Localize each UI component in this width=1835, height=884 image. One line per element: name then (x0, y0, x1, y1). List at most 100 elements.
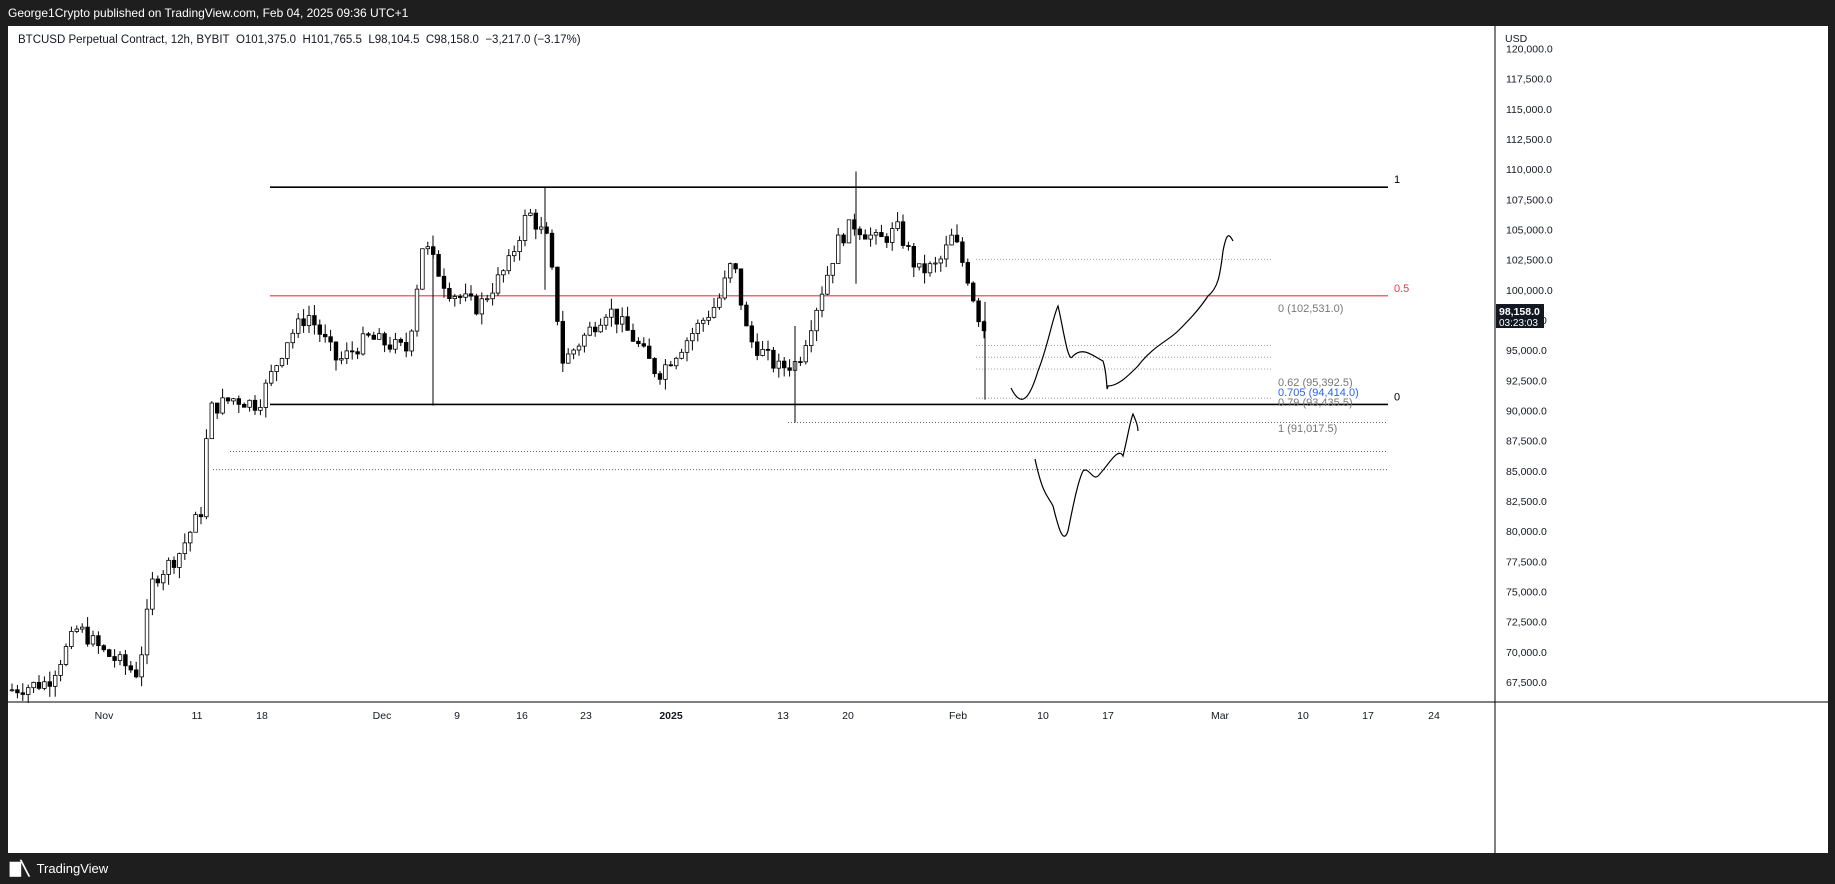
candle-body (25, 687, 31, 695)
legend-low: L98,104.5 (368, 34, 420, 46)
time-axis-tick: 18 (256, 710, 268, 722)
time-axis-tick: 9 (454, 710, 460, 722)
time-axis-tick: Nov (95, 710, 114, 722)
candle-body (468, 293, 474, 297)
price-axis-tick: 105,000.0 (1506, 224, 1553, 236)
candle-body (495, 274, 501, 294)
candle-body (701, 319, 706, 324)
candle-body (641, 343, 646, 347)
candle-body (409, 330, 414, 352)
candle-body (944, 244, 949, 260)
candle-body (917, 263, 922, 268)
candle-body (204, 438, 209, 518)
candle-body (479, 298, 484, 315)
candle-body (846, 219, 852, 244)
candle-body (787, 367, 792, 371)
candle-body (560, 321, 565, 364)
candle-body (333, 341, 339, 361)
candle-body (425, 246, 430, 250)
fib-level-label: 0 (102,531.0) (1278, 303, 1343, 315)
candle-body (290, 332, 295, 344)
candle-body (576, 345, 582, 351)
price-axis-tick: 117,500.0 (1506, 74, 1552, 86)
candle-body (101, 645, 106, 651)
chart-panel[interactable]: USD127,500.0125,000.0122,500.0120,000.01… (8, 26, 1828, 853)
time-axis-tick: 11 (192, 710, 203, 722)
candle-body (20, 692, 25, 695)
projection-path-bullish (1010, 235, 1234, 400)
candle-body (107, 649, 112, 657)
candle-body (393, 339, 398, 350)
candle-body (765, 348, 771, 351)
candle-body (387, 344, 393, 350)
candle-body (722, 277, 727, 299)
candle-body (112, 656, 117, 661)
candle-body (549, 232, 555, 268)
symbol-legend: BTCUSD Perpetual Contract, 12h, BYBIT O1… (18, 34, 581, 46)
candle-body (74, 628, 79, 632)
candle-body (587, 326, 592, 336)
projection-path-bearish (1034, 412, 1139, 537)
price-axis-tick: 75,000.0 (1506, 586, 1547, 598)
candle-body (582, 334, 587, 347)
candle-body (236, 398, 241, 405)
candle-body (663, 364, 668, 380)
candle-body (285, 342, 290, 359)
candle-body (566, 353, 571, 364)
candle-body (825, 274, 830, 295)
candle-body (884, 236, 889, 243)
price-axis-tick: 120,000.0 (1506, 43, 1553, 55)
time-axis-tick: Mar (1211, 710, 1230, 722)
candle-body (771, 349, 776, 369)
candle-body (965, 262, 970, 284)
candle-body (555, 266, 560, 322)
candle-body (258, 407, 263, 411)
candle-body (760, 348, 765, 356)
tradingview-brand[interactable]: ▇╲ TradingView (10, 853, 108, 883)
legend-change: −3,217.0 (−3.17%) (485, 34, 581, 46)
candle-body (47, 681, 52, 687)
candle-body (911, 245, 916, 268)
candle-body (447, 287, 452, 299)
candle-body (976, 300, 981, 323)
range-level-label: 0 (1394, 391, 1400, 403)
price-axis-tick: 110,000.0 (1506, 164, 1552, 176)
candle-body (85, 626, 90, 645)
candle-body (198, 514, 204, 518)
candle-body (971, 282, 976, 302)
candle-body (474, 295, 479, 315)
candle-body (593, 326, 598, 333)
candle-body (322, 333, 328, 338)
candle-body (349, 350, 355, 353)
time-axis-tick: Feb (949, 710, 967, 722)
candle-body (317, 324, 322, 335)
price-axis-currency: USD (1505, 33, 1528, 45)
candle-body (609, 308, 614, 318)
candle-body (220, 397, 225, 414)
candle-body (511, 251, 517, 257)
price-chart[interactable]: USD127,500.0125,000.0122,500.0120,000.01… (8, 26, 1828, 853)
candle-body (809, 330, 814, 346)
candle-body (733, 263, 738, 270)
time-axis-tick: 17 (1102, 710, 1114, 722)
candle-body (58, 664, 63, 676)
candle-body (80, 626, 85, 630)
candle-body (366, 333, 371, 336)
candle-body (814, 309, 819, 332)
candle-body (528, 212, 533, 216)
last-price-tag (1496, 304, 1544, 329)
candle-body (306, 315, 312, 327)
price-axis-tick: 107,500.0 (1506, 194, 1553, 206)
fib-level-label: 0.62 (95,392.5) (1278, 377, 1353, 389)
candle-body (749, 325, 754, 343)
candle-body (53, 674, 58, 687)
candle-body (382, 333, 387, 346)
time-axis-tick: Dec (373, 710, 392, 722)
candle-body (895, 221, 900, 229)
candle-body (177, 553, 182, 568)
candle-body (398, 339, 403, 343)
candle-body (684, 340, 690, 353)
candle-body (927, 263, 933, 274)
fib-level-label: 0.79 (93,435.5) (1278, 397, 1353, 409)
price-axis-tick: 85,000.0 (1506, 466, 1547, 478)
